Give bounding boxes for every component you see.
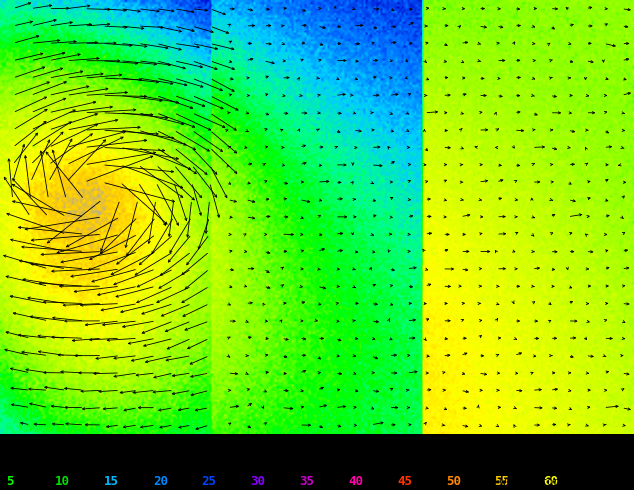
Text: 25: 25 [202, 475, 217, 488]
Text: 20: 20 [153, 475, 168, 488]
Text: 50: 50 [446, 475, 461, 488]
Text: 15: 15 [104, 475, 119, 488]
Text: 55: 55 [495, 475, 510, 488]
Text: 45: 45 [397, 475, 412, 488]
Text: 5: 5 [6, 475, 14, 488]
Text: Fr 31-05-2024 06:00 UTC (00+06): Fr 31-05-2024 06:00 UTC (00+06) [407, 448, 628, 461]
Text: Surface wind [kts] ECMWF: Surface wind [kts] ECMWF [6, 448, 178, 461]
Text: 10: 10 [55, 475, 70, 488]
Text: 40: 40 [348, 475, 363, 488]
Text: 30: 30 [250, 475, 266, 488]
Text: 60: 60 [543, 475, 559, 488]
Text: 35: 35 [299, 475, 314, 488]
Text: © weatheronline.co.uk: © weatheronline.co.uk [486, 477, 628, 487]
